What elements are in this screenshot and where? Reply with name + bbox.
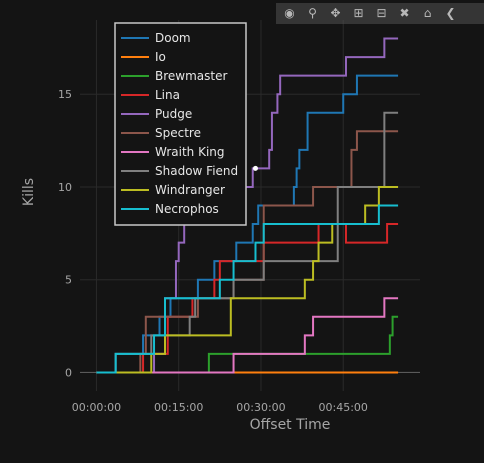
home-icon[interactable]: ⌂ [423,6,432,20]
x-axis-label: Offset Time [250,417,331,433]
y-tick-label: 5 [65,274,72,287]
x-tick-label: 00:30:00 [236,401,285,414]
back-icon[interactable]: ❮ [445,6,456,20]
legend-label: Necrophos [155,202,219,216]
autoscale-icon[interactable]: ✖ [399,6,410,20]
series-line-lina[interactable] [96,223,399,374]
legend-item[interactable]: Necrophos [121,202,219,216]
series-line-wraith-king[interactable] [96,297,399,374]
legend-label: Spectre [155,126,201,140]
legend-item[interactable]: Brewmaster [121,69,227,83]
legend-label: Pudge [155,107,192,121]
y-tick-label: 10 [58,181,72,194]
legend-label: Lina [155,88,180,102]
x-tick-label: 00:15:00 [154,401,203,414]
legend-label: Doom [155,31,191,45]
axis-ticks: 0 5 10 15 00:00:00 00:15:00 00:30:00 00:45:00 [58,88,368,414]
zoom-icon[interactable]: ⚲ [308,6,317,20]
legend-item[interactable]: Wraith King [121,145,225,159]
legend-label: Brewmaster [155,69,227,83]
legend-item[interactable]: Doom [121,31,191,45]
y-tick-label: 0 [65,366,72,379]
y-tick-label: 15 [58,88,72,101]
series-line-necrophos[interactable] [96,204,399,374]
series-line-brewmaster[interactable] [96,315,399,374]
modebar: ◉ ⚲ ✥ ⊞ ⊟ ✖ ⌂ ❮ [276,3,484,24]
series-line-windranger[interactable] [96,185,399,374]
pan-icon[interactable]: ✥ [330,6,341,20]
y-axis-label: Kills [21,178,37,206]
zoom-in-icon[interactable]: ⊞ [353,6,364,20]
zoom-out-icon[interactable]: ⊟ [376,6,387,20]
legend-item[interactable]: Shadow Fiend [121,164,238,178]
legend-label: Windranger [155,183,225,197]
legend-label: Shadow Fiend [155,164,238,178]
legend-label: Io [155,50,166,64]
x-tick-label: 00:00:00 [72,401,121,414]
legend-label: Wraith King [155,145,225,159]
camera-icon[interactable]: ◉ [284,6,295,20]
legend-item[interactable]: Io [121,50,166,64]
legend-item[interactable]: Windranger [121,183,225,197]
highlight-point [252,165,258,171]
legend[interactable]: Doom Io Brewmaster Lina Pudge Spectre Wraith K… [114,22,247,226]
legend-item[interactable]: Pudge [121,107,192,121]
legend-item[interactable]: Lina [121,88,180,102]
x-tick-label: 00:45:00 [319,401,368,414]
legend-item[interactable]: Spectre [121,126,201,140]
